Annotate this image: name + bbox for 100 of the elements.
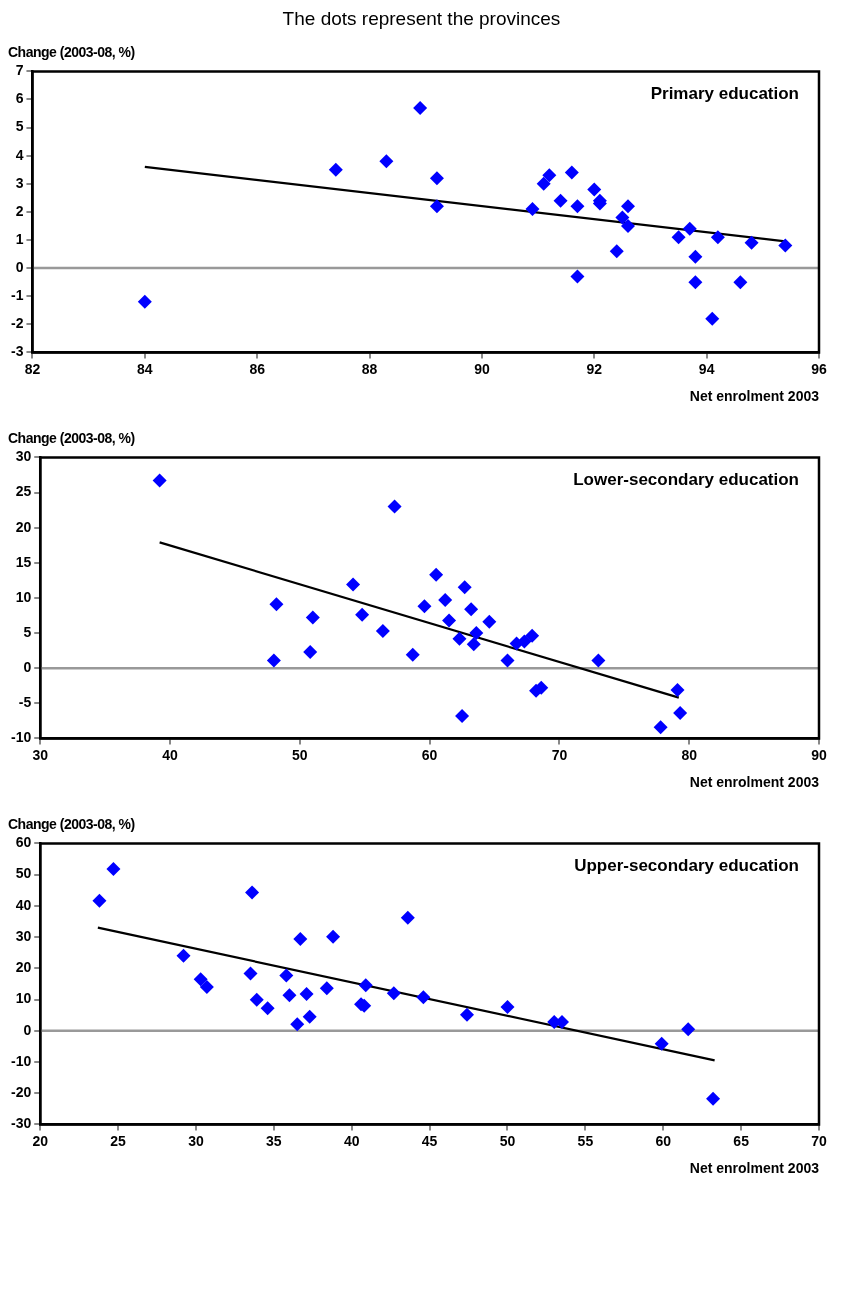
x-tick-label: 60 [655, 1132, 672, 1149]
x-tick-label: 60 [421, 746, 438, 763]
point [609, 244, 624, 259]
point [681, 1022, 696, 1037]
point [536, 176, 551, 191]
y-axis-title: Change (2003-08, %) [8, 816, 136, 832]
y-tick-label: -2 [11, 315, 24, 332]
y-tick-label: 3 [15, 174, 24, 191]
point [653, 720, 668, 735]
x-tick-label: 65 [733, 1132, 750, 1149]
point [464, 602, 479, 617]
point [570, 269, 585, 284]
x-tick-label: 94 [698, 360, 715, 377]
point [710, 230, 725, 245]
point [500, 1000, 515, 1014]
y-tick-label: -1 [11, 287, 24, 304]
point [137, 294, 152, 309]
y-tick-label: 2 [15, 202, 24, 219]
point [670, 682, 685, 697]
point [570, 199, 585, 214]
point [303, 644, 318, 659]
point [429, 199, 444, 214]
y-tick-label: -30 [11, 1115, 32, 1132]
point [417, 599, 432, 614]
y-tick-label: 20 [15, 518, 32, 535]
y-tick-label: 0 [23, 1021, 32, 1038]
x-tick-label: 88 [361, 360, 378, 377]
x-tick-label: 90 [474, 360, 490, 377]
point [673, 706, 688, 721]
point [457, 580, 472, 595]
y-tick-label: -3 [11, 343, 24, 360]
y-tick-label: 1 [15, 230, 24, 247]
point [469, 626, 484, 641]
y-tick-label: 40 [15, 896, 32, 913]
x-tick-label: 96 [811, 360, 827, 377]
point [386, 986, 401, 1001]
point [778, 238, 793, 253]
x-tick-label: 86 [249, 360, 266, 377]
y-tick-label: 0 [15, 258, 24, 275]
y-axis-title: Change (2003-08, %) [8, 430, 136, 446]
y-tick-label: -20 [11, 1084, 32, 1101]
point [442, 613, 457, 628]
x-axis-title: Net enrolment 2003 [689, 774, 820, 791]
point [405, 647, 420, 662]
point [466, 637, 481, 652]
point [460, 1007, 474, 1022]
point [564, 165, 579, 180]
y-tick-label: 20 [15, 959, 32, 976]
point [293, 931, 308, 946]
point [282, 988, 297, 1003]
point [269, 597, 284, 612]
point [682, 221, 697, 236]
point [620, 218, 635, 233]
point [416, 990, 431, 1005]
point [152, 473, 167, 488]
y-tick-label: 6 [15, 90, 24, 107]
point [249, 992, 264, 1007]
y-tick-label: -10 [11, 729, 32, 746]
point [413, 100, 428, 115]
x-tick-label: 70 [811, 1132, 827, 1149]
y-tick-label: 4 [15, 146, 24, 163]
y-tick-label: 30 [15, 927, 32, 944]
x-tick-label: 92 [586, 360, 603, 377]
point [542, 168, 557, 183]
x-tick-label: 45 [421, 1132, 438, 1149]
point [429, 567, 444, 582]
x-tick-label: 84 [137, 360, 153, 377]
point [305, 610, 320, 625]
point [302, 1009, 317, 1024]
annotation: Lower-secondary education [573, 469, 799, 489]
point [688, 275, 703, 290]
y-tick-label: 50 [15, 865, 32, 882]
point [744, 235, 759, 250]
x-tick-label: 70 [551, 746, 568, 763]
point [525, 202, 540, 217]
y-tick-label: 10 [15, 588, 32, 605]
point [429, 171, 444, 186]
point [243, 966, 258, 981]
y-tick-label: 5 [23, 623, 32, 640]
x-tick-label: 55 [577, 1132, 594, 1149]
x-tick-label: 80 [681, 746, 698, 763]
point [245, 885, 260, 900]
point [375, 623, 390, 638]
point [733, 275, 748, 290]
point [517, 634, 532, 649]
y-tick-label: 30 [15, 448, 32, 465]
x-tick-label: 40 [162, 746, 179, 763]
point [620, 199, 635, 214]
point [319, 981, 334, 996]
point [279, 968, 294, 983]
x-tick-label: 30 [188, 1132, 204, 1149]
y-tick-label: -10 [11, 1052, 32, 1069]
point [106, 862, 121, 876]
x-tick-label: 50 [292, 746, 308, 763]
point [671, 230, 686, 245]
point [688, 249, 703, 264]
y-tick-label: -5 [18, 694, 32, 711]
point [615, 210, 630, 225]
point [482, 614, 497, 629]
chart-title: The dots represent the provinces [281, 8, 562, 30]
